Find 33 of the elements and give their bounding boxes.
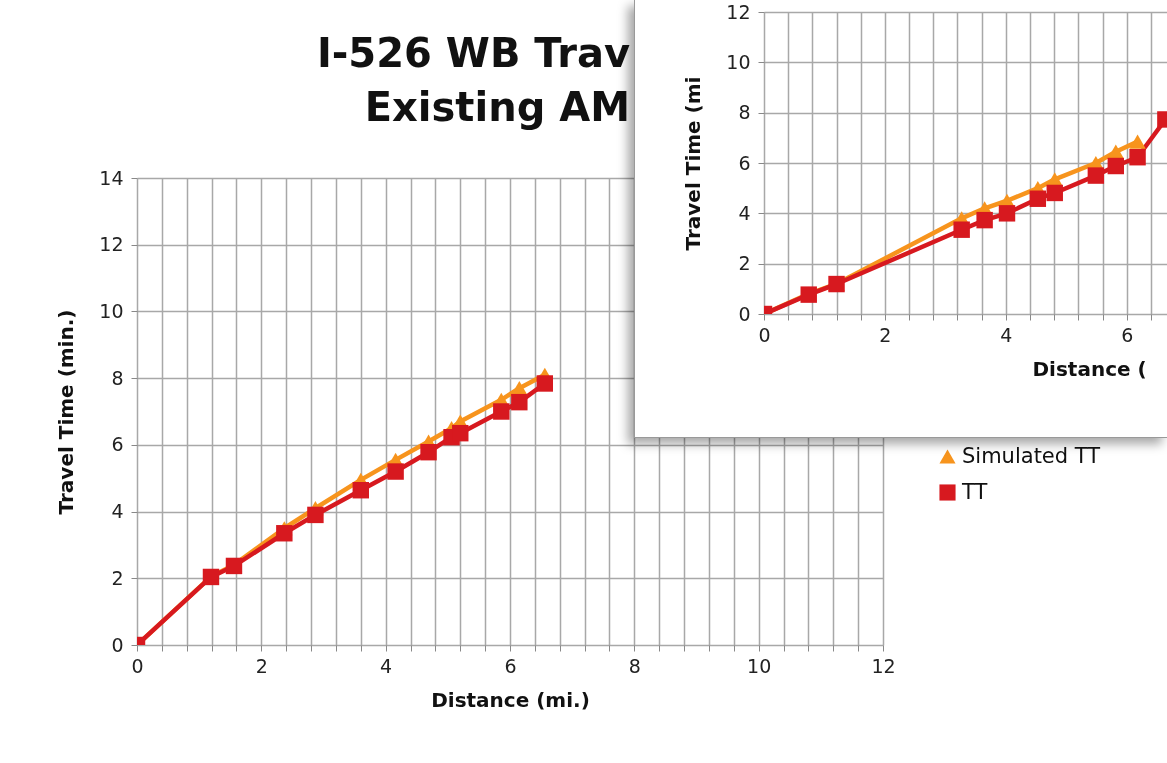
x-axis-title: Distance ( [1032,356,1147,381]
y-tick-label: 12 [99,233,124,256]
y-tick-label: 6 [111,433,124,456]
y-tick-label: 8 [111,366,124,389]
x-tick-label: 12 [871,654,896,677]
y-tick-label: 12 [726,0,751,23]
y-tick-label: 4 [111,500,124,523]
y-axis-title: Travel Time (mi [681,76,706,251]
x-tick-label: 2 [255,654,268,677]
legend-label: Simulated TT [962,443,1101,468]
y-tick-label: 0 [738,302,751,325]
x-tick-label: 0 [131,654,144,677]
chart-title: I-526 WB Trav [316,30,630,76]
y-tick-label: 6 [738,151,751,174]
legend-label: TT [961,479,988,504]
x-tick-label: 4 [380,654,393,677]
y-tick-label: 4 [738,201,751,224]
y-axis-title: Travel Time (min.) [54,309,79,515]
y-tick-label: 14 [99,166,124,189]
x-tick-label: 4 [1000,323,1013,346]
y-tick-label: 0 [111,633,124,656]
chart-subtitle: Existing AM [364,84,630,130]
y-tick-label: 8 [738,101,751,124]
y-tick-label: 10 [726,50,751,73]
x-tick-label: 6 [504,654,517,677]
x-tick-label: 2 [879,323,892,346]
x-tick-label: 6 [1121,323,1134,346]
y-tick-label: 10 [99,299,124,322]
x-tick-label: 8 [628,654,641,677]
x-tick-label: 0 [758,323,771,346]
y-tick-label: 2 [111,566,124,589]
x-axis-title: Distance (mi.) [431,687,590,712]
y-tick-label: 2 [738,252,751,275]
